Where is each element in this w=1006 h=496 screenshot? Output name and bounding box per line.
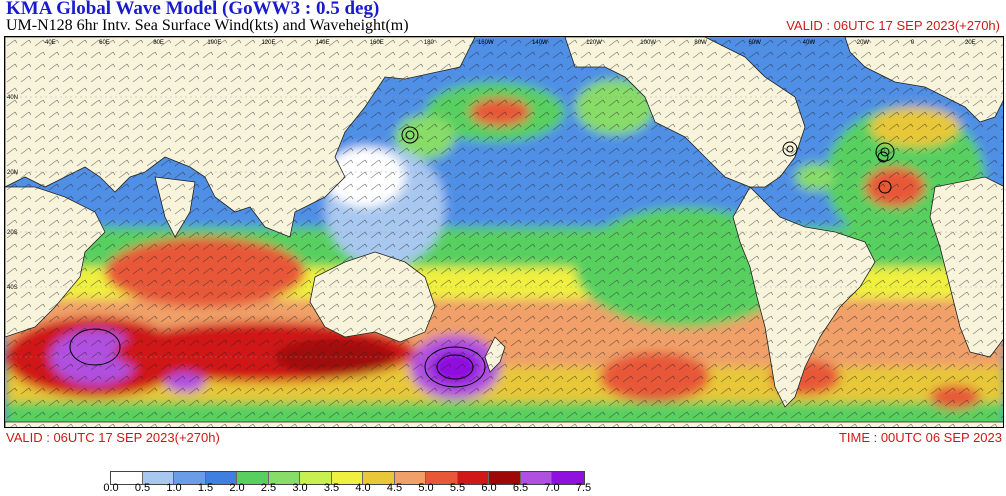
- valid-time-top: VALID : 06UTC 17 SEP 2023(+270h): [786, 18, 1000, 33]
- colorbar-swatch: [457, 472, 489, 484]
- colorbar-label: 5.0: [418, 482, 434, 494]
- init-time: TIME : 00UTC 06 SEP 2023: [838, 430, 1002, 445]
- colorbar-swatch: [489, 472, 521, 484]
- storm-contours: [69, 126, 895, 388]
- lon-label: 160W: [478, 40, 494, 46]
- lon-label: 40W: [803, 40, 816, 46]
- lon-label: 100E: [207, 40, 221, 46]
- lon-label: 140E: [316, 40, 330, 46]
- colorbar-label: 3.5: [323, 482, 340, 494]
- colorbar-swatch: [300, 472, 332, 484]
- lon-label: 60E: [99, 40, 110, 46]
- lon-label: 80E: [153, 40, 164, 46]
- lon-label: 0: [911, 40, 915, 46]
- page-subtitle: UM-N128 6hr Intv. Sea Surface Wind(kts) …: [6, 17, 409, 34]
- colorbar-swatch: [331, 472, 363, 484]
- lat-label: 20N: [7, 170, 18, 176]
- colorbar-label: 1.0: [166, 482, 182, 494]
- colorbar-label: 6.5: [512, 482, 529, 494]
- colorbar-swatch: [174, 472, 206, 484]
- colorbar-label: 4.5: [386, 482, 403, 494]
- colorbar-swatch: [237, 472, 269, 484]
- colorbar-labels: 0.0 0.5 1.0 1.5 2.0 2.5 3.0 3.5 4.0 4.5 5.0 5.5 6.0 6…: [0, 482, 1006, 496]
- lon-label: 160E: [370, 40, 384, 46]
- lon-label: 120E: [261, 40, 275, 46]
- wind-barbs: [5, 37, 1003, 427]
- lon-label: 140W: [532, 40, 548, 46]
- lon-label: 20W: [857, 40, 870, 46]
- colorbar-swatch: [111, 472, 143, 484]
- colorbar-label: 3.0: [292, 482, 308, 494]
- colorbar-swatch: [394, 472, 426, 484]
- waveheight-colorbar: [110, 471, 585, 485]
- colorbar-label: 6.0: [481, 482, 497, 494]
- colorbar-swatch: [426, 472, 458, 484]
- colorbar-swatch: [552, 472, 584, 484]
- lon-label: 120W: [586, 40, 602, 46]
- colorbar-swatch: [205, 472, 237, 484]
- colorbar-label: 1.5: [197, 482, 214, 494]
- wave-map-svg: 40N 20N 20S 40S 40E 60E 80E 100E 120E 140E 160…: [5, 37, 1003, 427]
- lat-label: 20S: [7, 230, 18, 236]
- colorbar-label: 0.0: [103, 482, 119, 494]
- lat-label: 40S: [7, 285, 18, 291]
- colorbar-swatch: [363, 472, 395, 484]
- lon-label: 100W: [640, 40, 656, 46]
- colorbar-label: 5.5: [449, 482, 466, 494]
- colorbar-label: 2.0: [229, 482, 245, 494]
- colorbar-label: 2.5: [260, 482, 277, 494]
- graticule: [5, 96, 1003, 358]
- colorbar-label: 4.0: [355, 482, 371, 494]
- wave-map: 40N 20N 20S 40S 40E 60E 80E 100E 120E 140E 160…: [4, 36, 1004, 428]
- colorbar-swatch: [268, 472, 300, 484]
- lon-label: 180: [424, 40, 435, 46]
- colorbar-label: 7.5: [575, 482, 592, 494]
- lon-label: 80W: [694, 40, 707, 46]
- lon-label: 60W: [749, 40, 762, 46]
- colorbar-swatch: [142, 472, 174, 484]
- colorbar-label: 7.0: [544, 482, 560, 494]
- lon-label: 20E: [965, 40, 976, 46]
- colorbar-label: 0.5: [134, 482, 151, 494]
- lon-label: 40E: [45, 40, 56, 46]
- colorbar-swatch: [520, 472, 552, 484]
- page-title: KMA Global Wave Model (GoWW3 : 0.5 deg): [6, 0, 380, 19]
- valid-time-bottom: VALID : 06UTC 17 SEP 2023(+270h): [6, 430, 220, 445]
- lat-label: 40N: [7, 95, 18, 101]
